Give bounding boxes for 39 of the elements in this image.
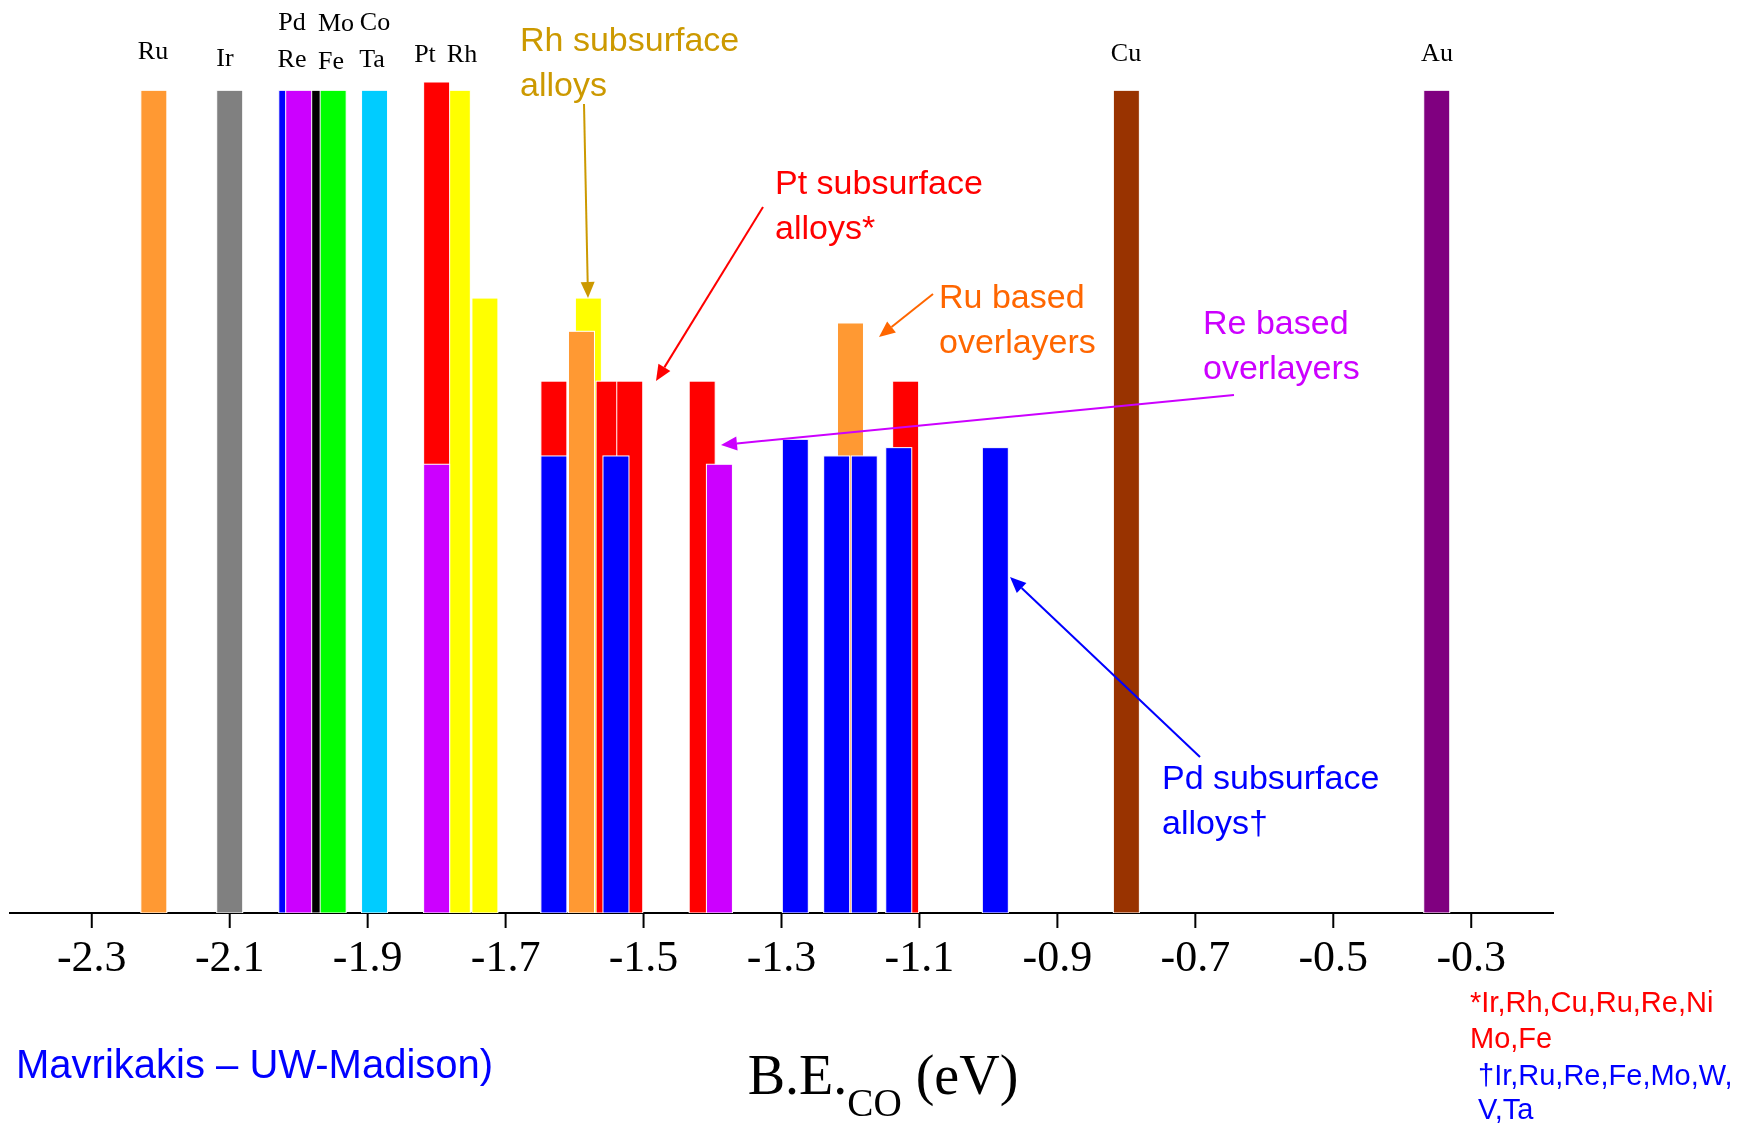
text: Fe — [318, 45, 344, 75]
annotation: Pd subsurface alloys† — [1162, 757, 1381, 843]
x-axis-title: B.E.$_{CO}$ (eV) — [747, 1044, 1019, 1124]
text: Pt — [414, 38, 437, 68]
annotation: Pt subsurface alloys* — [775, 162, 984, 248]
text: Pd — [278, 6, 306, 36]
bar — [781, 438, 809, 913]
text: Mo — [317, 7, 355, 37]
bar — [1423, 89, 1451, 913]
x-tick-label: -1.1 — [884, 932, 955, 982]
text: Ta — [359, 43, 386, 73]
bar — [140, 89, 168, 913]
bar — [361, 89, 389, 913]
x-tick-label: -1.9 — [332, 932, 403, 982]
bar — [981, 447, 1009, 913]
text: Au — [1421, 37, 1453, 67]
text: †Ir,Ru,Re,Fe,Mo,W, V,Ta — [1478, 1058, 1734, 1126]
x-tick-label: -0.3 — [1436, 932, 1507, 982]
x-tick-label: -1.7 — [470, 932, 541, 982]
bar — [1112, 89, 1140, 913]
x-tick-label: -0.5 — [1298, 932, 1369, 982]
text: Rh — [446, 38, 478, 68]
text: Ru — [137, 35, 169, 65]
text: *Ir,Rh,Cu,Ru,Re,Ni Mo,Fe — [1470, 985, 1715, 1056]
x-tick-label: -1.3 — [746, 932, 817, 982]
x-tick-label: -0.9 — [1022, 932, 1093, 982]
x-tick-label: -0.7 — [1160, 932, 1231, 982]
annotation: Re based overlayers — [1203, 302, 1361, 388]
text: Re — [277, 43, 307, 73]
text: Cu — [1110, 37, 1142, 67]
annotation: Ru based overlayers — [939, 276, 1097, 362]
x-tick-label: -1.5 — [608, 932, 679, 982]
x-tick-label: -2.1 — [194, 932, 265, 982]
x-tick-label: -2.3 — [56, 932, 127, 982]
text: Co — [359, 6, 391, 36]
bar — [216, 89, 244, 913]
text: Ir — [216, 42, 234, 72]
text: Mavrikakis – UW-Madison) — [16, 1042, 495, 1087]
annotation: Rh subsurface alloys — [520, 19, 741, 105]
